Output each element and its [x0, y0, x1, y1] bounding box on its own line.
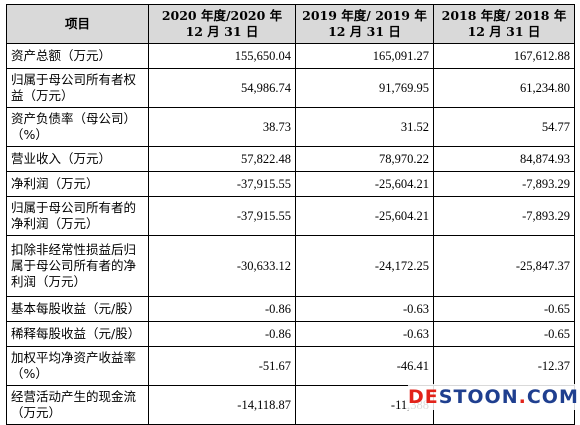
value-2018: 61,234.80 [433, 68, 575, 108]
table-row: 营业收入（万元） 57,822.48 78,970.22 84,874.93 [6, 146, 575, 172]
value-2020: 155,650.04 [148, 43, 296, 69]
value-2019: -0.63 [295, 296, 434, 322]
value-2018: -12.37 [433, 346, 575, 386]
watermark-part3: COM [526, 386, 579, 408]
table-row: 加权平均净资产收益率（%） -51.67 -46.41 -12.37 [6, 346, 575, 386]
table-row: 基本每股收益（元/股） -0.86 -0.63 -0.65 [6, 296, 575, 322]
table-header-row: 项目 2020 年度/2020 年 12 月 31 日 2019 年度/ 201… [6, 4, 575, 44]
row-label: 基本每股收益（元/股） [6, 296, 149, 322]
table-row: 扣除非经常性损益后归属于母公司所有者的净利润（万元） -30,633.12 -2… [6, 235, 575, 297]
value-2018: -7,893.29 [433, 196, 575, 236]
row-label: 稀释每股收益（元/股） [6, 321, 149, 347]
value-2018: -7,893.29 [433, 171, 575, 197]
row-label: 净利润（万元） [6, 171, 149, 197]
row-label: 归属于母公司所有者权益（万元） [6, 68, 149, 108]
row-label: 加权平均净资产收益率（%） [6, 346, 149, 386]
value-2019: 31.52 [295, 107, 434, 147]
value-2020: 54,986.74 [148, 68, 296, 108]
table-row: 归属于母公司所有者的净利润（万元） -37,915.55 -25,604.21 … [6, 196, 575, 236]
watermark-part2: STOON [438, 386, 519, 408]
value-2018: -0.65 [433, 296, 575, 322]
table-row: 净利润（万元） -37,915.55 -25,604.21 -7,893.29 [6, 171, 575, 197]
row-label: 资产负债率（母公司）（%） [6, 107, 149, 147]
value-2019: -25,604.21 [295, 171, 434, 197]
value-2020: -37,915.55 [148, 196, 296, 236]
value-2019: -0.63 [295, 321, 434, 347]
table-row: 资产负债率（母公司）（%） 38.73 31.52 54.77 [6, 107, 575, 147]
value-2020: 38.73 [148, 107, 296, 147]
value-2020: 57,822.48 [148, 146, 296, 172]
header-2019: 2019 年度/ 2019 年 12 月 31 日 [295, 4, 434, 44]
row-label: 资产总额（万元） [6, 43, 149, 69]
value-2020: -14,118.87 [148, 385, 296, 425]
value-2018: 84,874.93 [433, 146, 575, 172]
row-label: 扣除非经常性损益后归属于母公司所有者的净利润（万元） [6, 235, 149, 297]
value-2018: -25,847.37 [433, 235, 575, 297]
watermark-dot: . [518, 386, 527, 408]
value-2019: -25,604.21 [295, 196, 434, 236]
watermark-part1: DE [408, 386, 439, 408]
header-item: 项目 [6, 4, 149, 44]
value-2019: -24,172.25 [295, 235, 434, 297]
watermark-logo: DESTOON.COM [408, 384, 580, 410]
header-2018: 2018 年度/ 2018 年 12 月 31 日 [433, 4, 575, 44]
table-row: 稀释每股收益（元/股） -0.86 -0.63 -0.65 [6, 321, 575, 347]
row-label: 经营活动产生的现金流（万元） [6, 385, 149, 425]
value-2019: 78,970.22 [295, 146, 434, 172]
value-2020: -0.86 [148, 296, 296, 322]
value-2018: 167,612.88 [433, 43, 575, 69]
table-row: 资产总额（万元） 155,650.04 165,091.27 167,612.8… [6, 43, 575, 69]
row-label: 归属于母公司所有者的净利润（万元） [6, 196, 149, 236]
table-row: 归属于母公司所有者权益（万元） 54,986.74 91,769.95 61,2… [6, 68, 575, 108]
value-2020: -0.86 [148, 321, 296, 347]
value-2018: -0.65 [433, 321, 575, 347]
value-2019: 91,769.95 [295, 68, 434, 108]
value-2020: -37,915.55 [148, 171, 296, 197]
row-label: 营业收入（万元） [6, 146, 149, 172]
value-2020: -51.67 [148, 346, 296, 386]
value-2020: -30,633.12 [148, 235, 296, 297]
value-2019: 165,091.27 [295, 43, 434, 69]
value-2019: -46.41 [295, 346, 434, 386]
financial-table: 项目 2020 年度/2020 年 12 月 31 日 2019 年度/ 201… [6, 4, 575, 425]
header-2020: 2020 年度/2020 年 12 月 31 日 [148, 4, 296, 44]
value-2018: 54.77 [433, 107, 575, 147]
